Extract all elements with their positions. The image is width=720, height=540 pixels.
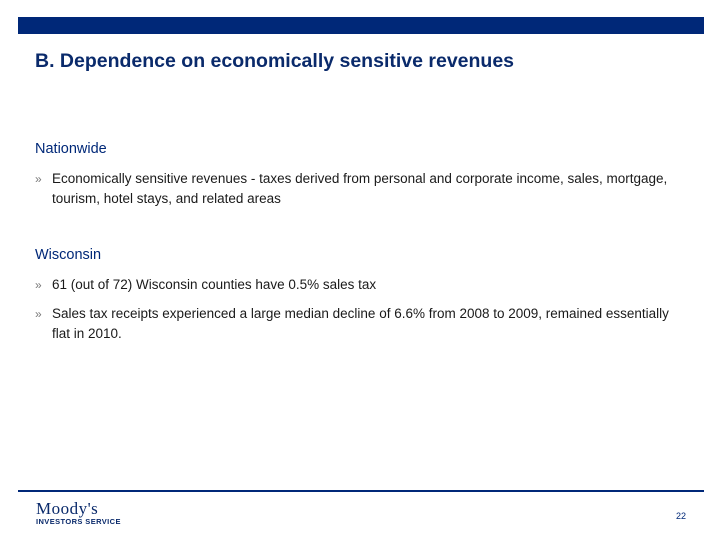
bullet-item: » Sales tax receipts experienced a large… xyxy=(35,304,675,344)
bullet-marker: » xyxy=(35,307,42,321)
logo-wordmark: Moody's xyxy=(36,499,99,518)
header-bar xyxy=(18,17,704,34)
moodys-logo: Moody's INVESTORS SERVICE xyxy=(36,500,121,527)
page-number: 22 xyxy=(675,511,686,521)
footer-rule xyxy=(18,490,704,492)
logo-tagline: INVESTORS SERVICE xyxy=(36,517,121,526)
bullet-text: Sales tax receipts experienced a large m… xyxy=(52,306,669,341)
bullet-marker: » xyxy=(35,278,42,292)
bullet-text: 61 (out of 72) Wisconsin counties have 0… xyxy=(52,277,377,292)
slide-title: B. Dependence on economically sensitive … xyxy=(35,50,515,72)
bullet-marker: » xyxy=(35,172,42,186)
bullet-item: » Economically sensitive revenues - taxe… xyxy=(35,169,675,209)
bullet-text: Economically sensitive revenues - taxes … xyxy=(52,171,668,206)
section-heading-nationwide: Nationwide xyxy=(35,141,107,157)
section-heading-wisconsin: Wisconsin xyxy=(35,247,102,263)
bullet-item: » 61 (out of 72) Wisconsin counties have… xyxy=(35,275,675,295)
